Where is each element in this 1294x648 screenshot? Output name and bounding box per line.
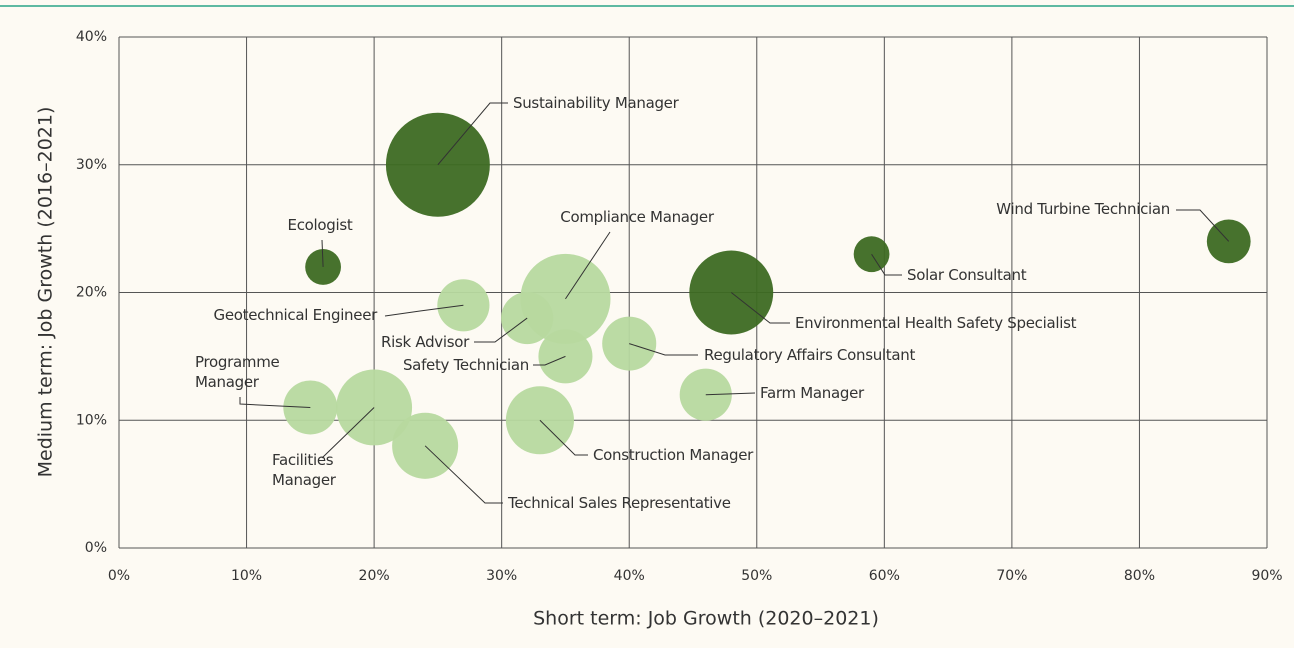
leader-line bbox=[424, 445, 503, 504]
bubble-label: Risk Advisor bbox=[381, 333, 469, 351]
leader-line bbox=[321, 239, 324, 267]
y-tick-label: 0% bbox=[85, 540, 107, 556]
leader-line bbox=[730, 292, 790, 324]
bubble-label: Geotechnical Engineer bbox=[213, 306, 378, 324]
leader-line bbox=[321, 407, 375, 459]
bubble-label: Wind Turbine Technician bbox=[996, 200, 1170, 218]
bubble-label: Technical Sales Representative bbox=[508, 494, 731, 512]
bubble bbox=[853, 236, 890, 273]
bubble-label: Construction Manager bbox=[593, 446, 754, 464]
bubble-label: Sustainability Manager bbox=[513, 94, 679, 112]
x-axis-title: Short term: Job Growth (2020–2021) bbox=[533, 608, 879, 630]
leader-line bbox=[437, 102, 508, 166]
bubble-label: Solar Consultant bbox=[907, 266, 1027, 284]
bubble-label: Compliance Manager bbox=[560, 208, 714, 226]
x-tick-label: 0% bbox=[108, 568, 130, 584]
leader-line bbox=[565, 231, 611, 300]
y-tick-label: 10% bbox=[76, 412, 107, 428]
x-tick-label: 50% bbox=[741, 568, 772, 584]
x-tick-label: 10% bbox=[231, 568, 262, 584]
x-tick-label: 20% bbox=[359, 568, 390, 584]
y-axis-title: Medium term: Job Growth (2016–2021) bbox=[35, 107, 57, 478]
leader-line bbox=[239, 397, 311, 408]
bubble-label: Environmental Health Safety Specialist bbox=[795, 314, 1077, 332]
x-tick-label: 40% bbox=[614, 568, 645, 584]
y-tick-label: 20% bbox=[76, 285, 107, 301]
bubble-label: Regulatory Affairs Consultant bbox=[704, 346, 916, 364]
y-tick-label: 40% bbox=[76, 29, 107, 45]
leader-line bbox=[533, 355, 566, 366]
x-tick-label: 70% bbox=[996, 568, 1027, 584]
leader-line bbox=[871, 253, 902, 276]
x-tick-label: 30% bbox=[486, 568, 517, 584]
leader-line bbox=[705, 392, 756, 396]
bubble-label: Farm Manager bbox=[760, 384, 864, 402]
x-tick-label: 80% bbox=[1124, 568, 1155, 584]
y-tick-label: 30% bbox=[76, 157, 107, 173]
leader-line bbox=[474, 317, 528, 343]
bubble-label: Facilities Manager bbox=[272, 451, 336, 489]
leader-line bbox=[539, 419, 588, 456]
leader-line bbox=[384, 304, 464, 317]
bubble-label: Ecologist bbox=[287, 216, 353, 234]
bubble-label: Programme Manager bbox=[195, 353, 280, 391]
x-tick-label: 90% bbox=[1251, 568, 1282, 584]
x-tick-label: 60% bbox=[869, 568, 900, 584]
bubble-label: Safety Technician bbox=[402, 356, 529, 374]
leader-line bbox=[1176, 209, 1230, 242]
leader-line bbox=[629, 343, 698, 356]
